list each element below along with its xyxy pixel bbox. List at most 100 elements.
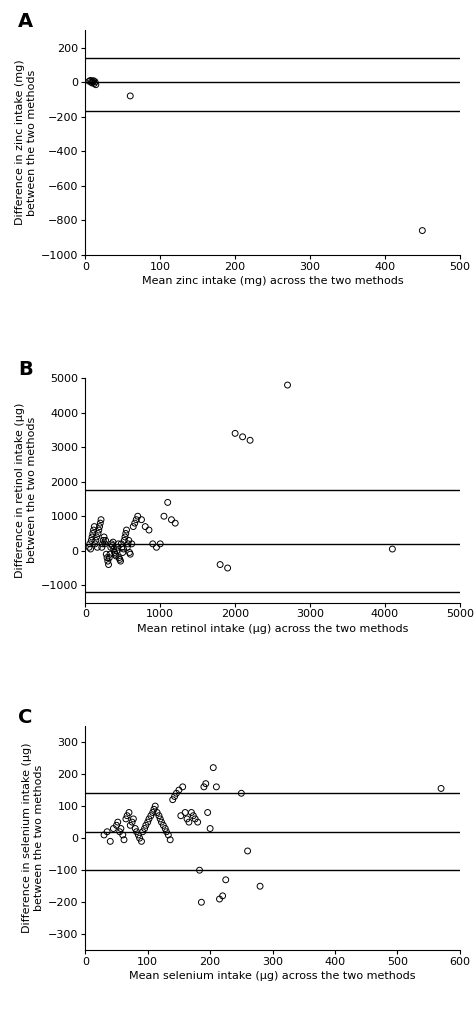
Point xyxy=(94,526,102,542)
Point xyxy=(136,830,144,846)
Point xyxy=(120,832,128,848)
Point xyxy=(196,862,203,879)
Point xyxy=(179,778,186,795)
Point xyxy=(103,824,111,840)
Point xyxy=(131,515,138,531)
Point xyxy=(86,536,93,552)
Point xyxy=(116,824,123,840)
Point xyxy=(149,536,156,552)
Point xyxy=(85,539,93,555)
Point xyxy=(125,533,133,549)
Text: A: A xyxy=(18,12,33,31)
X-axis label: Mean retinol intake (μg) across the two methods: Mean retinol intake (μg) across the two … xyxy=(137,624,408,634)
Point xyxy=(145,522,153,538)
Point xyxy=(151,798,159,814)
Point xyxy=(87,541,94,557)
Point xyxy=(158,814,165,830)
Point xyxy=(190,808,197,824)
Point xyxy=(104,553,111,569)
Point xyxy=(114,539,121,555)
Point xyxy=(162,821,169,837)
Point xyxy=(117,821,125,837)
Point xyxy=(127,546,134,562)
Point xyxy=(128,814,136,830)
Point xyxy=(87,73,94,89)
Point xyxy=(120,541,128,557)
Point xyxy=(92,533,100,549)
Point xyxy=(200,778,208,795)
Point xyxy=(160,509,168,525)
Point xyxy=(145,811,153,827)
Point xyxy=(112,548,120,564)
Point xyxy=(88,74,95,90)
Point xyxy=(172,515,179,531)
Point xyxy=(139,824,146,840)
Point xyxy=(127,817,134,833)
Point xyxy=(153,805,161,821)
Point xyxy=(212,778,220,795)
Point xyxy=(91,74,99,90)
Point xyxy=(239,429,246,445)
Point xyxy=(137,512,145,528)
Y-axis label: Difference in zinc intake (mg)
between the two methods: Difference in zinc intake (mg) between t… xyxy=(15,60,37,225)
Point xyxy=(188,805,195,821)
Point xyxy=(88,533,95,549)
Text: B: B xyxy=(18,360,33,379)
Point xyxy=(156,811,164,827)
Point xyxy=(120,533,128,549)
Point xyxy=(171,789,178,805)
Point xyxy=(127,88,134,104)
Point xyxy=(216,891,223,907)
Point xyxy=(163,824,170,840)
Point xyxy=(202,775,210,792)
Point xyxy=(246,432,254,448)
Point xyxy=(90,73,97,89)
Point xyxy=(168,512,175,528)
Point xyxy=(91,76,98,92)
Point xyxy=(92,77,100,93)
Point xyxy=(173,786,180,802)
Point xyxy=(216,556,224,572)
X-axis label: Mean selenium intake (μg) across the two methods: Mean selenium intake (μg) across the two… xyxy=(129,972,416,982)
Point xyxy=(129,811,137,827)
Point xyxy=(132,512,140,528)
Point xyxy=(119,827,127,843)
Point xyxy=(389,541,396,557)
Point xyxy=(237,786,245,802)
Point xyxy=(147,808,155,824)
Point xyxy=(177,808,184,824)
Point xyxy=(114,814,121,830)
Point xyxy=(117,553,124,569)
Point xyxy=(93,539,101,555)
Point xyxy=(89,74,97,90)
Point xyxy=(93,529,100,545)
Point xyxy=(106,550,113,566)
Point xyxy=(111,546,119,562)
Point xyxy=(108,536,115,552)
Point xyxy=(219,888,227,904)
Point xyxy=(122,811,130,827)
Point xyxy=(133,824,140,840)
Point xyxy=(153,539,160,555)
Point xyxy=(97,512,105,528)
Point xyxy=(90,522,97,538)
Point xyxy=(175,782,182,798)
Point xyxy=(98,539,106,555)
Point xyxy=(88,75,96,91)
Point xyxy=(91,536,99,552)
Point xyxy=(222,871,229,888)
Point xyxy=(419,222,426,239)
Point xyxy=(113,543,120,559)
Point xyxy=(107,833,114,849)
Point xyxy=(231,426,239,442)
Point xyxy=(123,808,131,824)
Point xyxy=(126,544,133,560)
Point xyxy=(142,817,150,833)
Point xyxy=(169,792,176,808)
Point xyxy=(141,519,149,535)
Point xyxy=(185,814,193,830)
Point xyxy=(106,546,114,562)
Point xyxy=(89,526,97,542)
Point xyxy=(102,533,109,549)
Point xyxy=(129,519,137,535)
